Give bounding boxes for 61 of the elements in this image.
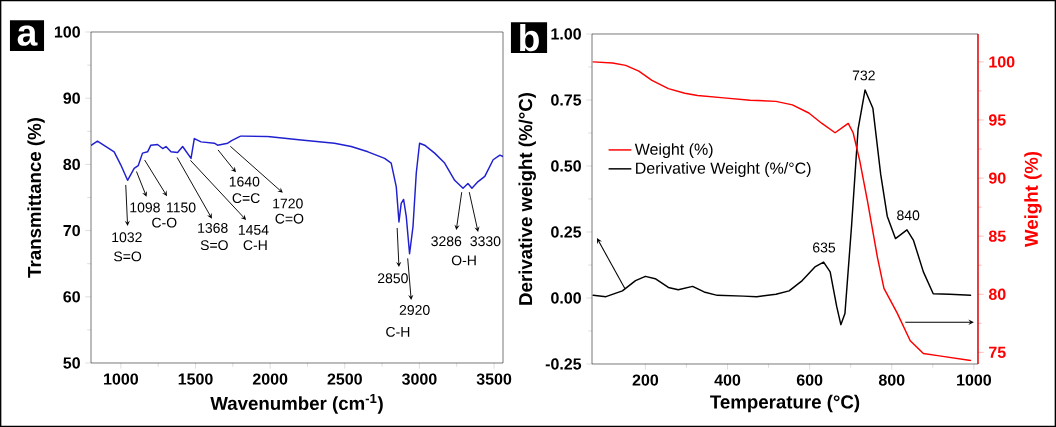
annotation: S=O: [114, 251, 142, 262]
x-tick-label: 1000: [104, 373, 138, 385]
y-tick-label: 90: [63, 92, 80, 104]
y-tick-label: 60: [63, 291, 80, 303]
annotation: 3330: [470, 236, 501, 247]
y-tick-label: 0.00: [551, 292, 581, 304]
y2-tick-label: 75: [989, 346, 1006, 358]
annotation: 1150: [167, 202, 196, 213]
legend-label: Derivative Weight (%/°C): [636, 162, 811, 177]
annotation: C=C: [232, 193, 260, 204]
y2-tick-label: 80: [988, 288, 1006, 300]
y-tick-label: 100: [54, 26, 80, 38]
annotation: 2920: [399, 305, 430, 315]
y-tick-label: 1.00: [551, 28, 581, 40]
y-tick-label: 80: [63, 158, 80, 171]
x-tick-label: 1500: [178, 373, 213, 385]
annotation: 1368: [198, 223, 228, 233]
annotation: C-H: [386, 326, 410, 337]
y-tick-label: -0.25: [545, 358, 582, 370]
legend-label: Weight (%): [634, 143, 713, 159]
x-tick-label: 400: [714, 374, 741, 386]
annotation: 1032: [112, 232, 142, 243]
x-tick-label: 800: [878, 374, 905, 386]
chart-title: b: [520, 23, 539, 52]
x-tick-label: 1000: [957, 374, 992, 386]
annotation: 1098: [130, 202, 160, 213]
annotation: 3286: [431, 236, 462, 247]
annotation: S=O: [200, 240, 228, 251]
annotation: 840: [897, 210, 920, 221]
y-axis-title: Derivative weight (%/°C): [518, 92, 536, 305]
annotation: 1640: [229, 176, 260, 187]
line-series: [592, 61, 972, 362]
y-tick-label: 0.25: [551, 226, 582, 238]
x-tick-label: 200: [632, 374, 659, 386]
x-tick-label: 600: [796, 374, 823, 386]
y-tick-label: 50: [63, 357, 80, 369]
annotation: C=O: [275, 213, 304, 224]
annotation: 1454: [238, 225, 269, 235]
y2-tick-label: 100: [989, 56, 1015, 68]
y-tick-label: 70: [63, 224, 80, 237]
x-tick-label: 3500: [476, 373, 512, 385]
x-axis-title: Wavenumber (cm$^{-1}$): [210, 393, 383, 414]
y2-tick-label: 90: [988, 172, 1006, 184]
annotation: 1720: [273, 198, 303, 209]
chart-title: a: [17, 25, 38, 46]
annotation: C-O: [152, 217, 177, 228]
y2-axis-title: Weight (%): [1024, 151, 1042, 248]
y-tick-label: 0.50: [551, 160, 581, 172]
x-tick-label: 3000: [401, 373, 437, 385]
x-axis-title: Temperature (°C): [710, 394, 860, 413]
annotation: 2850: [377, 273, 408, 284]
annotation: O-H: [451, 255, 476, 266]
y2-tick-label: 85: [988, 230, 1006, 242]
annotation: 635: [813, 242, 836, 253]
annotation: C-H: [243, 240, 267, 251]
y-axis-title: Transmittance (%): [27, 118, 45, 278]
x-tick-label: 2500: [327, 373, 362, 385]
y2-tick-label: 95: [988, 114, 1006, 126]
annotation: 732: [852, 70, 875, 81]
y-tick-label: 0.75: [551, 94, 582, 106]
x-tick-label: 2000: [252, 373, 288, 385]
